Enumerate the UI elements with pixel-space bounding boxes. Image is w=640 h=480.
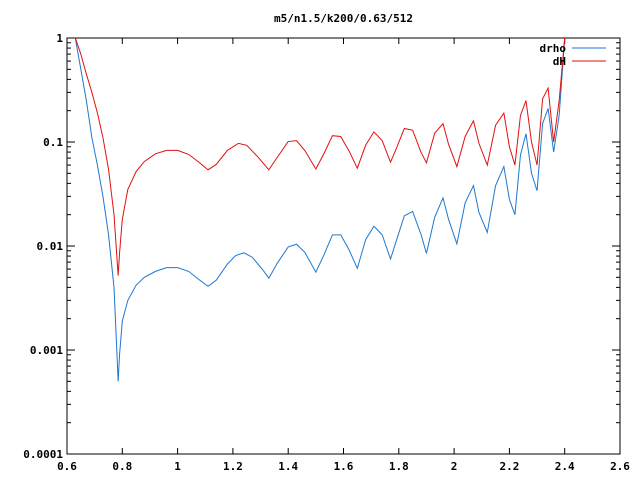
x-tick-label: 2.4 (555, 460, 575, 473)
y-tick-label: 0.1 (43, 136, 63, 149)
x-tick-label: 1.8 (389, 460, 409, 473)
x-tick-label: 1.6 (334, 460, 354, 473)
legend-label-dh: dH (553, 55, 566, 68)
x-tick-label: 2.6 (610, 460, 630, 473)
y-tick-label: 0.0001 (23, 448, 63, 461)
x-tick-label: 1 (174, 460, 181, 473)
legend-label-drho: drho (540, 42, 567, 55)
x-tick-label: 1.4 (278, 460, 298, 473)
x-tick-label: 2.2 (499, 460, 519, 473)
x-tick-label: 1.2 (223, 460, 243, 473)
series-line-drho (74, 38, 566, 382)
y-tick-label: 1 (56, 32, 63, 45)
x-tick-label: 2 (451, 460, 458, 473)
axis-ticks: 0.6 0.8 1 1.2 1.4 1.6 1.8 2 2.2 2.4 2.6 0.0001 0.001… (23, 32, 630, 473)
series-line-dh (74, 38, 566, 276)
y-tick-label: 0.01 (37, 240, 64, 253)
y-tick-label: 0.001 (30, 344, 63, 357)
chart-title: m5/n1.5/k200/0.63/512 (274, 12, 413, 25)
x-tick-label: 0.6 (57, 460, 77, 473)
x-tick-label: 0.8 (112, 460, 132, 473)
series-layer (74, 38, 566, 382)
